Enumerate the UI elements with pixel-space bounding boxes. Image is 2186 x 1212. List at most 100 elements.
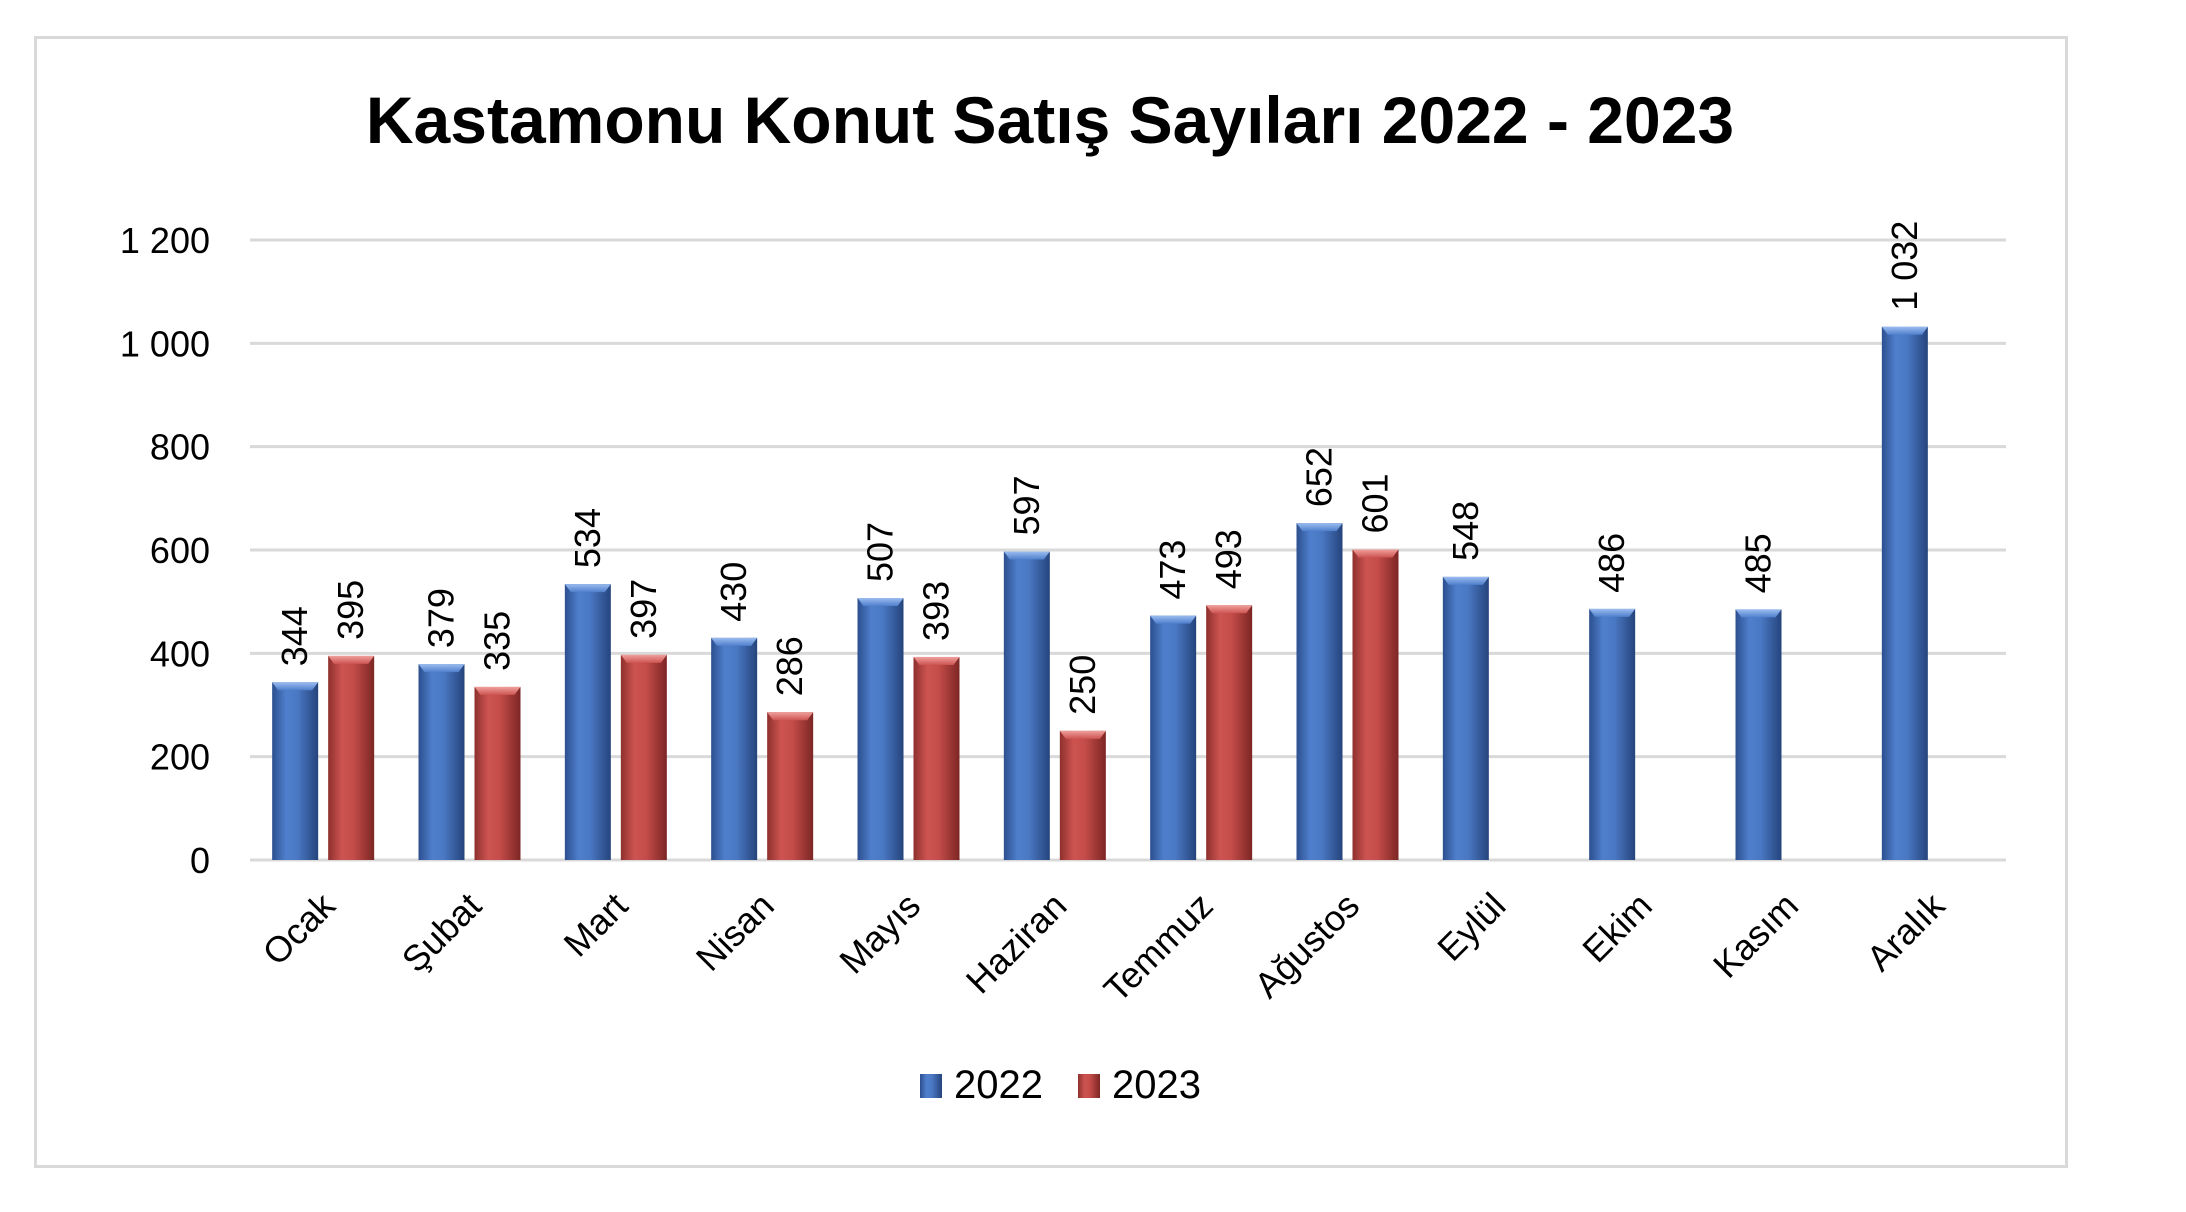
bar-body xyxy=(1003,551,1050,860)
bar-body xyxy=(474,686,521,860)
legend-label: 2023 xyxy=(1112,1063,1201,1107)
bar-body xyxy=(1881,326,1928,860)
data-label: 344 xyxy=(274,606,315,666)
legend-swatch xyxy=(920,1074,942,1098)
bar-body xyxy=(1059,730,1106,860)
bar-2022-Ekim xyxy=(1589,608,1636,860)
data-label: 507 xyxy=(860,522,901,582)
bar-bevel xyxy=(1296,523,1343,532)
y-tick-label: 0 xyxy=(190,840,210,881)
chart-title: Kastamonu Konut Satış Sayıları 2022 - 20… xyxy=(366,83,1734,157)
data-label: 652 xyxy=(1299,447,1340,507)
bar-2022-Haziran xyxy=(1003,551,1050,860)
bar-2022-Şubat xyxy=(418,664,465,860)
x-tick-label: Haziran xyxy=(958,885,1075,1002)
bar-2022-Ocak xyxy=(272,682,319,860)
x-tick-label: Mayıs xyxy=(831,885,928,982)
bar-bevel xyxy=(913,656,960,665)
bar-bevel xyxy=(418,664,465,673)
bar-2023-Ocak xyxy=(328,655,375,860)
data-label: 395 xyxy=(330,580,371,640)
bars xyxy=(272,326,1928,860)
x-tick-label: Eylül xyxy=(1429,885,1513,969)
y-tick-label: 200 xyxy=(150,737,210,778)
data-label: 486 xyxy=(1591,533,1632,593)
x-tick-label: Ağustos xyxy=(1246,885,1367,1006)
bar-2022-Aralık xyxy=(1881,326,1928,860)
bar-bevel xyxy=(711,637,758,646)
data-labels: 344 395 379 335 534 397 430 286 507 393 597 250 473 4… xyxy=(274,221,1925,715)
bar-bevel xyxy=(1589,608,1636,617)
bar-2022-Temmuz xyxy=(1150,615,1197,860)
bar-bevel xyxy=(767,712,814,721)
bar-bevel xyxy=(1003,551,1050,560)
data-label: 548 xyxy=(1445,501,1486,561)
bar-body xyxy=(564,584,611,860)
bar-2022-Mart xyxy=(564,584,611,860)
bar-body xyxy=(711,637,758,860)
bar-2023-Nisan xyxy=(767,712,814,860)
bar-bevel xyxy=(1059,730,1106,739)
bar-2022-Kasım xyxy=(1735,609,1782,860)
bar-body xyxy=(913,656,960,860)
bar-body xyxy=(1352,549,1399,860)
bar-body xyxy=(620,654,667,860)
data-label: 485 xyxy=(1738,533,1779,593)
bar-bevel xyxy=(564,584,611,593)
bar-2023-Haziran xyxy=(1059,730,1106,860)
data-label: 250 xyxy=(1062,655,1103,715)
y-tick-label: 600 xyxy=(150,530,210,571)
data-label: 430 xyxy=(713,562,754,622)
bar-bevel xyxy=(1150,615,1197,624)
x-tick-label: Kasım xyxy=(1705,885,1806,986)
bar-2022-Ağustos xyxy=(1296,523,1343,860)
data-label: 286 xyxy=(769,636,810,696)
y-tick-label: 400 xyxy=(150,633,210,674)
y-tick-label: 800 xyxy=(150,427,210,468)
x-tick-label: Aralık xyxy=(1858,884,1953,979)
x-axis: Ocak Şubat Mart Nisan Mayıs Haziran Temmuz Ağus… xyxy=(254,884,1953,1010)
bar-bevel xyxy=(272,682,319,691)
bar-bevel xyxy=(1442,576,1489,585)
data-label: 397 xyxy=(623,579,664,639)
bar-2023-Mayıs xyxy=(913,656,960,860)
bar-bevel xyxy=(1735,609,1782,618)
bar-body xyxy=(1206,605,1253,860)
bar-2022-Mayıs xyxy=(857,598,904,860)
data-label: 534 xyxy=(567,508,608,568)
bar-body xyxy=(1735,609,1782,860)
data-label: 601 xyxy=(1355,473,1396,533)
bar-2023-Şubat xyxy=(474,686,521,860)
bar-bevel xyxy=(328,655,375,664)
bar-2023-Ağustos xyxy=(1352,549,1399,860)
bar-body xyxy=(328,655,375,860)
x-tick-label: Mart xyxy=(556,885,636,965)
chart-area xyxy=(34,36,2068,1168)
bar-bevel xyxy=(1881,326,1928,335)
legend-label: 2022 xyxy=(954,1063,1043,1107)
legend: 2022 2023 xyxy=(920,1063,1201,1107)
data-label: 473 xyxy=(1152,540,1193,600)
x-tick-label: Ocak xyxy=(254,884,343,973)
bar-body xyxy=(272,682,319,860)
bar-bevel xyxy=(1206,605,1253,614)
legend-item-2023: 2023 xyxy=(1078,1063,1201,1107)
bar-bevel xyxy=(474,686,521,695)
y-tick-label: 1 200 xyxy=(120,220,210,261)
x-tick-label: Temmuz xyxy=(1096,885,1221,1010)
data-label: 1 032 xyxy=(1884,221,1925,311)
bar-bevel xyxy=(857,598,904,607)
bar-bevel xyxy=(1352,549,1399,558)
bar-bevel xyxy=(620,654,667,663)
bar-body xyxy=(1589,608,1636,860)
bar-body xyxy=(418,664,465,860)
bar-body xyxy=(767,712,814,860)
x-tick-label: Ekim xyxy=(1574,885,1660,971)
x-tick-label: Şubat xyxy=(394,885,490,981)
data-label: 379 xyxy=(421,588,462,648)
bar-2022-Eylül xyxy=(1442,576,1489,860)
data-label: 393 xyxy=(916,581,957,641)
y-tick-label: 1 000 xyxy=(120,323,210,364)
legend-item-2022: 2022 xyxy=(920,1063,1043,1107)
